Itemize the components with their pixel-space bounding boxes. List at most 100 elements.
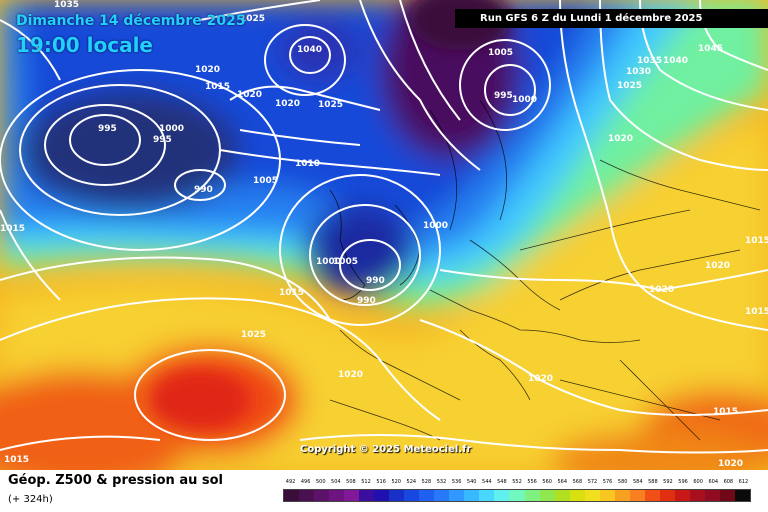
scale-label: 564 [557,479,568,485]
isobar-label: 1015 [745,307,768,317]
scale-swatch [659,490,675,501]
scale-swatch [299,490,315,501]
scale-label: 512 [361,479,371,485]
scale-label: 508 [346,479,356,485]
scale-label: 608 [723,479,734,485]
isobar-label: 990 [194,185,213,195]
isobar-label: 1005 [253,176,278,186]
scale-swatch [524,490,540,501]
scale-label: 492 [285,479,296,485]
scale-swatch [404,490,420,501]
isobar-label: 1015 [279,288,304,298]
isobar-label: 1020 [649,285,674,295]
scale-swatch [629,490,645,501]
scale-swatch [284,490,300,501]
color-scale-bar [283,489,751,502]
isobar-label: 1025 [318,100,343,110]
scale-label: 556 [527,479,537,485]
model-run-banner: Run GFS 6 Z du Lundi 1 décembre 2025 [455,9,768,28]
scale-swatch [494,490,510,501]
isobar-label: 1025 [241,330,266,340]
isobar-label: 1030 [626,67,651,77]
isobar-label: 1020 [275,99,300,109]
scale-label: 572 [587,479,598,485]
isobar-label: 1025 [617,81,642,91]
isobar-label: 1040 [663,56,688,66]
scale-label: 612 [738,479,749,485]
isobar-label: 1020 [705,261,730,271]
isobar-label: 1005 [333,257,358,267]
scale-swatch [704,490,720,501]
scale-swatch [479,490,495,501]
copyright-notice: Copyright © 2025 Meteociel.fr [300,444,472,455]
forecast-hour: (+ 324h) [8,494,53,505]
scale-swatch [674,490,690,501]
forecast-date: Dimanche 14 décembre 2025 [16,13,246,29]
isobar-label: 995 [153,135,172,145]
isobar-label: 1015 [745,236,768,246]
scale-swatch [569,490,585,501]
scale-swatch [614,490,630,501]
isobar-label: 1015 [4,455,29,465]
country-borders [329,99,761,441]
scale-label: 504 [331,479,341,485]
scale-label: 548 [497,479,507,485]
scale-label: 552 [512,479,522,485]
scale-label: 568 [572,479,583,485]
geopotential-map: 1035 1025 995 1040 1005 995 1000 1045 10… [0,0,768,490]
scale-swatch [389,490,405,501]
isobar-label: 1015 [0,224,25,234]
isobar-label: 990 [357,296,376,306]
isobar-label: 1020 [237,90,262,100]
isobar-label: 1020 [338,370,363,380]
scale-swatch [359,490,375,501]
scale-label: 540 [466,479,477,485]
isobar-label: 990 [366,276,385,286]
scale-label: 544 [482,479,492,485]
scale-label: 532 [436,479,447,485]
isobar-label: 1020 [608,134,633,144]
scale-swatch [464,490,480,501]
scale-swatch [314,490,330,501]
scale-swatch [509,490,525,501]
legend-footer: Géop. Z500 & pression au sol (+ 324h) 49… [0,470,768,512]
scale-swatch [719,490,735,501]
isobar-label: 1020 [528,374,553,384]
scale-swatch [539,490,555,501]
scale-label: 536 [451,479,462,485]
scale-label: 596 [678,479,688,485]
scale-label: 516 [376,479,386,485]
isobar-label: 1020 [195,65,220,75]
scale-swatch [344,490,360,501]
scale-label: 576 [602,479,613,485]
scale-swatch [689,490,705,501]
isobar-label: 1035 [54,0,79,10]
scale-label: 604 [708,479,719,485]
scale-swatch [329,490,345,501]
color-scale-labels: 492 496 500 504 508 512 516 520 524 528 532 536 540 5… [283,479,751,489]
isobar-label: 995 [494,91,513,101]
isobar-label: 1000 [512,95,537,105]
isobar-label: 1015 [713,407,738,417]
isobars [0,0,768,454]
scale-label: 520 [391,479,401,485]
isobar-label: 1005 [488,48,513,58]
isobar-label: 1020 [718,459,743,469]
scale-swatch [374,490,390,501]
scale-label: 600 [693,479,703,485]
isobar-label: 1000 [316,257,341,267]
isobar-label: 1015 [205,82,230,92]
isobar-labels: 1035 1025 995 1040 1005 995 1000 1045 10… [0,0,768,469]
scale-label: 560 [542,479,552,485]
scale-label: 496 [300,479,311,485]
scale-label: 592 [663,479,673,485]
isobar-label: 995 [98,124,117,134]
scale-swatch [419,490,435,501]
forecast-time: 19:00 locale [16,33,153,57]
scale-label: 584 [632,479,643,485]
isobar-label: 1000 [423,221,448,231]
scale-swatch [449,490,465,501]
isobar-label: 1000 [159,124,184,134]
scale-swatch [644,490,660,501]
isobar-label: 1025 [240,14,265,24]
